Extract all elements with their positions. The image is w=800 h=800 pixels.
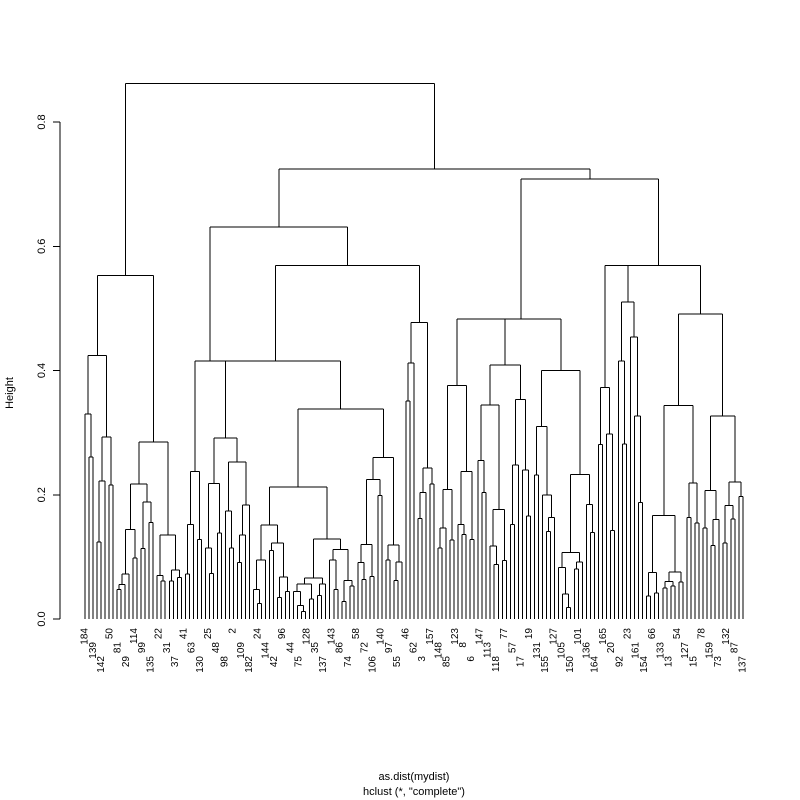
leaf-label: 133	[655, 642, 666, 659]
leaf-label: 131	[532, 642, 543, 659]
leaf-label: 130	[195, 656, 206, 673]
x-axis-label: as.dist(mydist)	[379, 771, 450, 783]
y-tick-label: 0.2	[36, 487, 48, 502]
leaf-label: 31	[162, 642, 173, 654]
leaf-label: 139	[88, 642, 99, 659]
leaf-label: 137	[738, 656, 749, 673]
leaf-label: 87	[729, 642, 740, 654]
leaf-label: 155	[540, 656, 551, 673]
y-tick-label: 0.6	[36, 239, 48, 254]
leaf-label: 81	[113, 642, 124, 654]
leaf-label: 154	[639, 656, 650, 673]
leaf-label: 54	[672, 628, 683, 640]
leaf-label: 41	[178, 628, 189, 640]
leaf-label: 150	[565, 656, 576, 673]
leaf-label: 101	[573, 628, 584, 645]
leaf-label: 58	[351, 628, 362, 640]
leaf-label: 66	[647, 628, 658, 640]
leaf-label: 127	[680, 642, 691, 659]
leaf-label: 137	[318, 656, 329, 673]
leaf-label: 72	[359, 642, 370, 654]
leaf-label: 147	[474, 628, 485, 645]
leaf-label: 77	[499, 628, 510, 640]
leaf-label: 35	[310, 642, 321, 654]
leaf-label: 92	[614, 656, 625, 668]
leaf-label: 148	[433, 642, 444, 659]
leaf-label: 136	[581, 642, 592, 659]
leaf-label: 63	[187, 642, 198, 654]
leaf-label: 113	[483, 642, 494, 658]
leaf-label: 55	[392, 656, 403, 668]
leaf-label: 98	[219, 656, 230, 668]
leaf-label: 85	[442, 656, 453, 668]
leaf-label: 46	[400, 628, 411, 640]
leaf-label: 96	[277, 628, 288, 640]
dendrogram-tree	[84, 82, 744, 619]
leaf-labels: 1841391425081291149913522313741631302548…	[80, 628, 749, 673]
leaf-label: 144	[261, 642, 272, 659]
leaf-label: 165	[598, 628, 609, 645]
leaf-label: 2	[228, 628, 239, 634]
leaf-label: 143	[326, 628, 337, 645]
leaf-label: 6	[466, 656, 477, 662]
leaf-label: 123	[450, 628, 461, 645]
leaf-label: 42	[269, 656, 280, 668]
leaf-label: 50	[104, 628, 115, 640]
leaf-label: 157	[425, 628, 436, 645]
leaf-label: 22	[154, 628, 165, 640]
leaf-label: 57	[507, 642, 518, 654]
leaf-label: 159	[705, 642, 716, 659]
leaf-label: 114	[129, 628, 140, 644]
leaf-label: 118	[491, 656, 502, 672]
leaf-label: 75	[293, 656, 304, 668]
leaf-label: 20	[606, 642, 617, 654]
leaf-label: 15	[688, 656, 699, 668]
leaf-label: 99	[137, 642, 148, 654]
leaf-label: 184	[80, 628, 91, 645]
leaf-label: 127	[548, 628, 559, 645]
leaf-label: 37	[170, 656, 181, 668]
leaf-label: 13	[664, 656, 675, 668]
y-tick-label: 0.0	[36, 611, 48, 626]
leaf-label: 74	[343, 656, 354, 668]
leaf-label: 19	[524, 628, 535, 640]
leaf-label: 97	[384, 642, 395, 654]
y-axis: 0.0 0.2 0.4 0.6 0.8	[36, 114, 61, 627]
leaf-label: 73	[713, 656, 724, 668]
leaf-label: 105	[557, 642, 568, 659]
leaf-label: 128	[302, 628, 313, 645]
leaf-label: 182	[244, 656, 255, 673]
y-axis-label: Height	[4, 377, 16, 409]
leaf-label: 44	[285, 642, 296, 654]
leaf-label: 142	[96, 656, 107, 673]
leaf-label: 8	[458, 642, 469, 648]
leaf-label: 62	[409, 642, 420, 654]
leaf-label: 109	[236, 642, 247, 659]
y-tick-label: 0.8	[36, 114, 48, 129]
leaf-label: 135	[145, 656, 156, 673]
leaf-label: 78	[697, 628, 708, 640]
leaf-label: 48	[211, 642, 222, 654]
y-tick-label: 0.4	[36, 363, 48, 378]
method-subtitle: hclust (*, "complete")	[363, 786, 465, 798]
leaf-label: 3	[417, 656, 428, 662]
leaf-label: 164	[590, 656, 601, 673]
leaf-label: 132	[721, 628, 732, 645]
leaf-label: 140	[376, 628, 387, 645]
leaf-label: 23	[622, 628, 633, 640]
leaf-label: 106	[368, 656, 379, 673]
leaf-label: 25	[203, 628, 214, 640]
leaf-label: 161	[631, 642, 642, 659]
leaf-label: 86	[335, 642, 346, 654]
leaf-label: 24	[252, 628, 263, 640]
leaf-label: 29	[121, 656, 132, 668]
leaf-label: 17	[516, 656, 527, 668]
